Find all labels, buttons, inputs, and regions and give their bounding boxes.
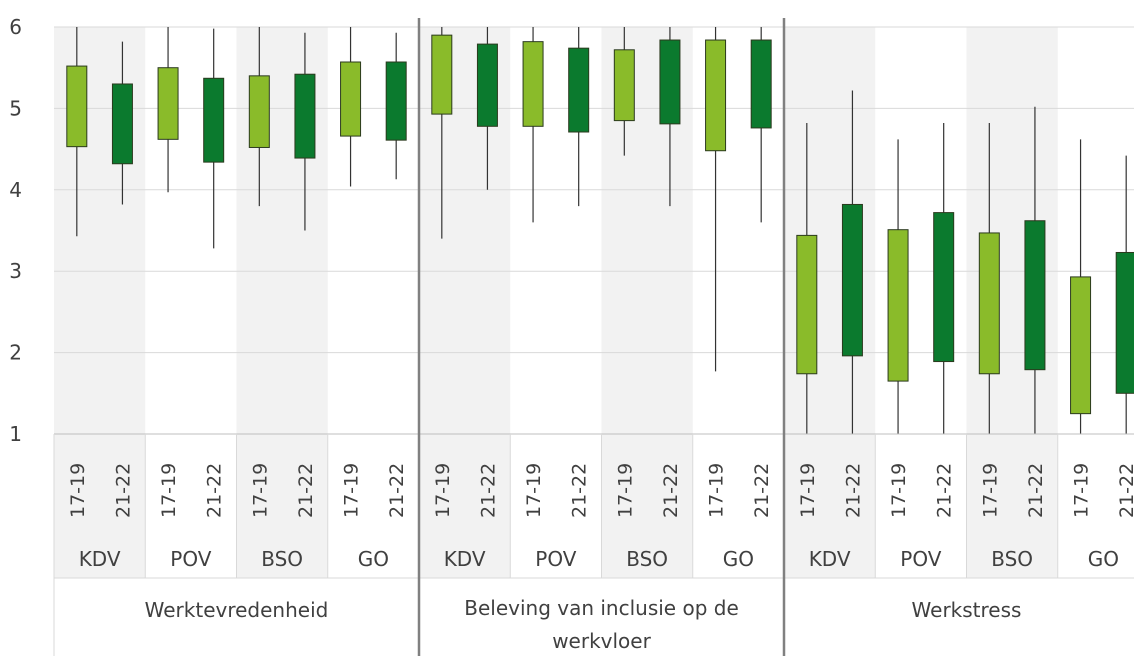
period-label: 17-19 [249, 463, 271, 518]
group-label: GO [723, 547, 754, 571]
box-21-22 [203, 77, 225, 163]
period-label: 21-22 [295, 463, 317, 518]
group-label: KDV [444, 547, 486, 571]
group-label: BSO [991, 547, 1033, 571]
box-21-22 [294, 73, 316, 159]
box-21-22 [1024, 220, 1046, 371]
box-17-19 [66, 65, 88, 148]
period-label: 21-22 [1025, 463, 1047, 518]
period-label: 17-19 [158, 463, 180, 518]
panel-title: Beleving van inclusie op de [464, 596, 739, 620]
period-label: 21-22 [934, 463, 956, 518]
period-label: 17-19 [979, 463, 1001, 518]
group-label: POV [535, 547, 576, 571]
box-17-19 [887, 229, 909, 382]
panel-title: werkvloer [552, 629, 651, 653]
period-label: 21-22 [569, 463, 591, 518]
group-label: GO [358, 547, 389, 571]
box-21-22 [385, 61, 407, 141]
period-label: 21-22 [660, 463, 682, 518]
box-21-22 [111, 83, 133, 165]
period-label: 21-22 [1116, 463, 1134, 518]
box-17-19 [1070, 276, 1092, 415]
box-21-22 [568, 47, 590, 133]
box-21-22 [476, 43, 498, 127]
group-label: POV [170, 547, 211, 571]
panel-title: Werkstress [912, 598, 1022, 622]
group-label: KDV [809, 547, 851, 571]
group-label: BSO [261, 547, 303, 571]
period-label: 17-19 [523, 463, 545, 518]
box-17-19 [796, 234, 818, 375]
period-label: 21-22 [386, 463, 408, 518]
y-tick-label: 1 [9, 422, 22, 446]
period-label: 17-19 [888, 463, 910, 518]
box-17-19 [978, 232, 1000, 375]
period-label: 17-19 [341, 463, 363, 518]
y-tick-label: 3 [9, 259, 22, 283]
period-label: 17-19 [432, 463, 454, 518]
period-label: 21-22 [112, 463, 134, 518]
box-21-22 [659, 39, 681, 125]
group-label: BSO [626, 547, 668, 571]
y-tick-label: 4 [9, 178, 22, 202]
period-label: 17-19 [1071, 463, 1093, 518]
group-label: POV [900, 547, 941, 571]
period-label: 17-19 [797, 463, 819, 518]
period-label: 17-19 [614, 463, 636, 518]
y-axis: 1 2 3 4 5 6 [9, 15, 22, 446]
y-tick-label: 5 [9, 96, 22, 120]
period-label: 17-19 [67, 463, 89, 518]
box-17-19 [248, 75, 270, 148]
box-17-19 [522, 41, 544, 127]
period-label: 17-19 [706, 463, 728, 518]
period-label: 21-22 [204, 463, 226, 518]
box-17-19 [157, 67, 179, 140]
box-21-22 [933, 212, 955, 363]
box-21-22 [1115, 251, 1134, 394]
box-21-22 [841, 203, 863, 357]
period-label: 21-22 [751, 463, 773, 518]
period-label: 21-22 [477, 463, 499, 518]
group-label: GO [1088, 547, 1119, 571]
group-label: KDV [79, 547, 121, 571]
box-series [66, 27, 1134, 434]
y-tick-label: 2 [9, 341, 22, 365]
x-axis: 17-19 21-22 KDV 17-19 21-22 POV 17-19 21-22 BSO 1… [53, 18, 1134, 656]
panel-title: Werktevredenheid [145, 598, 329, 622]
box-17-19 [705, 39, 727, 152]
box-17-19 [431, 34, 453, 115]
box-21-22 [750, 39, 772, 129]
period-label: 21-22 [842, 463, 864, 518]
box-17-19 [613, 49, 635, 122]
box-17-19 [340, 61, 362, 137]
y-tick-label: 6 [9, 15, 22, 39]
